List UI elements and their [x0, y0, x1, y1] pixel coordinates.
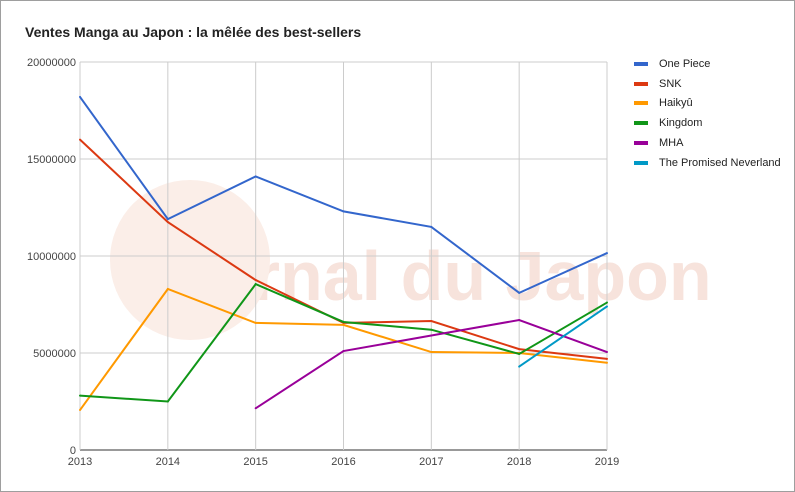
data-point-the-promised-neverland [606, 305, 608, 308]
x-tick-label: 2019 [595, 456, 619, 468]
y-tick-label: 10000000 [27, 251, 76, 263]
data-point-snk [518, 348, 521, 351]
legend-label: One Piece [659, 57, 711, 70]
data-point-haiky- [79, 409, 81, 412]
data-point-one-piece [430, 225, 433, 228]
data-point-snk [430, 319, 433, 322]
x-tick-label: 2014 [156, 456, 180, 468]
data-point-kingdom [166, 400, 169, 403]
data-point-mha [430, 334, 433, 337]
data-point-one-piece [79, 95, 81, 98]
legend-item-snk[interactable]: SNK [634, 74, 781, 94]
data-point-one-piece [518, 291, 521, 294]
data-point-mha [342, 350, 345, 353]
data-point-snk [79, 138, 81, 141]
legend-swatch [634, 101, 648, 106]
legend-item-one-piece[interactable]: One Piece [634, 54, 781, 74]
data-point-one-piece [606, 252, 608, 255]
data-point-haiky- [342, 323, 345, 326]
legend-label: Haikyû [659, 97, 693, 110]
legend-swatch [634, 141, 648, 146]
legend-swatch [634, 160, 648, 165]
data-point-haiky- [254, 321, 257, 324]
data-point-kingdom [79, 394, 81, 397]
legend-swatch [634, 81, 648, 86]
legend-item-kingdom[interactable]: Kingdom [634, 113, 781, 133]
data-point-kingdom [606, 301, 608, 304]
data-point-mha [606, 351, 608, 354]
data-point-haiky- [430, 351, 433, 354]
chart-title: Ventes Manga au Japon : la mêlée des bes… [25, 24, 362, 40]
data-point-the-promised-neverland [518, 365, 521, 368]
legend-item-haiky-[interactable]: Haikyû [634, 94, 781, 114]
data-point-mha [518, 319, 521, 322]
x-tick-label: 2018 [507, 456, 531, 468]
data-point-kingdom [430, 328, 433, 331]
data-point-kingdom [518, 352, 521, 355]
legend-swatch [634, 61, 648, 66]
legend-swatch [634, 121, 648, 126]
legend-label: The Promised Neverland [659, 156, 781, 169]
data-point-one-piece [342, 210, 345, 213]
legend: One Piece SNK Haikyû Kingdom MHA The Promised… [634, 54, 781, 173]
x-tick-label: 2017 [419, 456, 443, 468]
data-point-kingdom [342, 320, 345, 323]
legend-label: MHA [659, 137, 684, 150]
data-point-snk [166, 221, 169, 224]
data-point-kingdom [254, 283, 257, 286]
watermark-sun-icon [110, 180, 270, 340]
data-point-mha [254, 407, 257, 410]
data-point-snk [606, 357, 608, 360]
data-point-one-piece [166, 218, 169, 221]
y-tick-label: 15000000 [27, 154, 76, 166]
y-tick-label: 20000000 [27, 57, 76, 69]
series-line-the-promised-neverland [518, 305, 608, 368]
data-point-haiky- [166, 287, 169, 290]
x-tick-label: 2016 [331, 456, 355, 468]
data-point-snk [254, 279, 257, 282]
data-point-haiky- [606, 361, 608, 364]
x-tick-label: 2015 [243, 456, 267, 468]
legend-item-mha[interactable]: MHA [634, 133, 781, 153]
x-tick-label: 2013 [68, 456, 92, 468]
y-tick-label: 5000000 [33, 348, 76, 360]
legend-item-the-promised-neverland[interactable]: The Promised Neverland [634, 153, 781, 173]
data-point-one-piece [254, 175, 257, 178]
legend-label: Kingdom [659, 117, 703, 130]
legend-label: SNK [659, 77, 682, 90]
y-tick-label: 0 [70, 445, 76, 457]
